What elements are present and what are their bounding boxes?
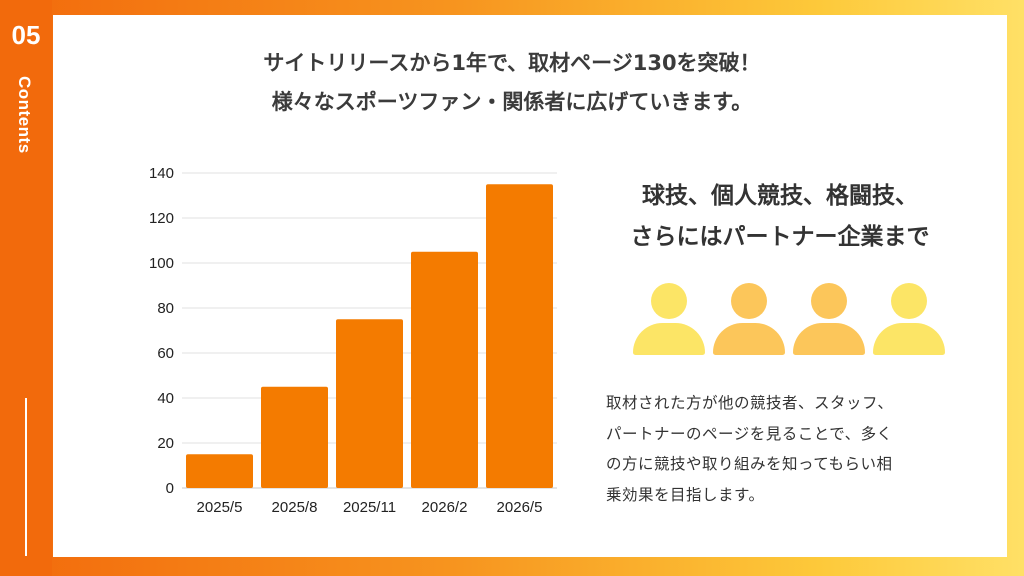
headline-line-2: 様々なスポーツファン・関係者に広げていきます。: [271, 90, 753, 114]
sidebar-divider-line: [25, 398, 27, 556]
bar: [486, 184, 553, 488]
y-tick-label: 140: [149, 165, 174, 182]
bar: [336, 319, 403, 488]
person-head: [651, 283, 687, 319]
y-tick-label: 0: [166, 480, 174, 497]
bar: [411, 251, 478, 488]
x-tick-label: 2025/5: [197, 499, 243, 516]
person-body: [873, 323, 945, 355]
y-tick-label: 40: [157, 390, 174, 407]
y-tick-label: 80: [157, 300, 174, 317]
headline: サイトリリースから1年で、取材ページ130を突破！ 様々なスポーツファン・関係者…: [0, 44, 1024, 122]
person-head: [891, 283, 927, 319]
person-body: [793, 323, 865, 355]
x-tick-label: 2026/2: [422, 499, 468, 516]
bar: [186, 454, 253, 488]
description-line-2: パートナーのページを見ることで、多く: [606, 424, 893, 443]
person-head: [731, 283, 767, 319]
x-tick-label: 2025/8: [272, 499, 318, 516]
description-line-3: の方に競技や取り組みを知ってもらい相: [606, 455, 893, 473]
y-tick-label: 100: [149, 255, 174, 272]
x-tick-label: 2026/5: [497, 499, 543, 516]
description: 取材された方が他の競技者、スタッフ、 パートナーのページを見ることで、多く の方…: [606, 388, 976, 510]
description-line-1: 取材された方が他の競技者、スタッフ、: [606, 394, 894, 412]
person-icon: [713, 283, 785, 355]
y-tick-label: 120: [149, 210, 174, 227]
section-number: 05: [11, 20, 41, 50]
description-line-4: 乗効果を目指します。: [606, 485, 765, 504]
person-body: [633, 323, 705, 355]
x-tick-label: 2025/11: [343, 499, 396, 516]
person-body: [713, 323, 785, 355]
subheading-line-1: 球技、個人競技、格闘技、: [642, 183, 918, 209]
subheading: 球技、個人競技、格闘技、 さらにはパートナー企業まで: [580, 176, 980, 258]
person-head: [811, 283, 847, 319]
subheading-line-2: さらにはパートナー企業まで: [630, 224, 930, 250]
person-icon: [873, 283, 945, 355]
person-icon: [633, 283, 705, 355]
section-label: Contents: [15, 76, 34, 154]
person-icon: [793, 283, 865, 355]
y-tick-label: 20: [157, 435, 174, 452]
headline-line-1: サイトリリースから1年で、取材ページ130を突破！: [263, 51, 761, 75]
y-tick-label: 60: [157, 345, 174, 362]
people-icon-group: [630, 283, 950, 358]
bar: [261, 386, 328, 488]
